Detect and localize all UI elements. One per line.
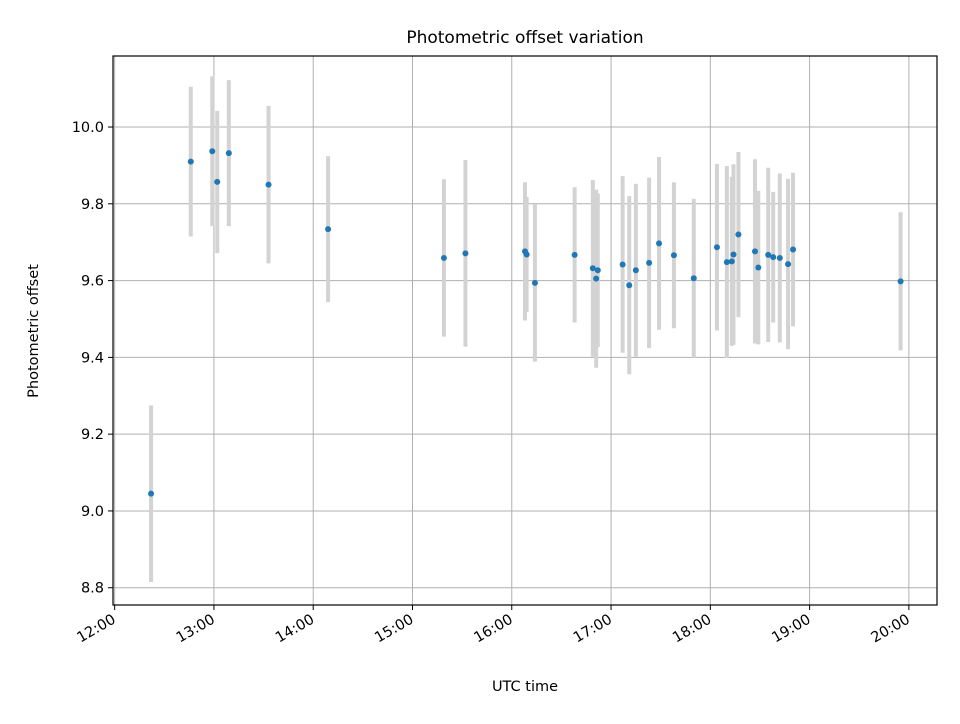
data-point [214,178,221,185]
y-tick-label: 9.6 [81,274,104,290]
y-tick-label: 9.8 [81,197,104,213]
data-point [656,240,663,247]
y-tick-label: 8.8 [81,581,104,597]
data-point [626,282,633,289]
data-point [728,258,735,265]
data-point [619,261,626,268]
y-tick-label: 9.0 [81,504,104,520]
data-point [765,251,772,258]
data-point [897,278,904,285]
data-point [670,252,677,259]
y-tick-label: 9.2 [81,427,104,443]
data-point [690,275,697,282]
data-point [751,248,758,255]
data-point [646,259,653,266]
data-point [730,251,737,258]
data-point [632,267,639,274]
plot-frame [112,55,938,606]
data-point [325,226,332,233]
data-point [785,261,792,268]
chart-title: Photometric offset variation [406,28,643,48]
data-point [523,251,530,258]
data-point [790,246,797,253]
data-point [209,148,216,155]
data-point [755,264,762,271]
data-point [531,279,538,286]
data-point [571,251,578,258]
data-point [225,150,232,157]
data-point [776,254,783,261]
y-axis-label: Photometric offset [26,264,42,398]
data-point [462,250,469,257]
data-points [148,148,904,497]
data-point [148,490,155,497]
data-point [735,231,742,238]
data-point [770,254,777,261]
data-point [440,254,447,261]
x-axis-label: UTC time [492,679,558,695]
data-point [713,244,720,251]
data-point [265,181,272,188]
y-tick-label: 10.0 [72,120,104,136]
data-point [723,259,730,266]
y-tick-label: 9.4 [81,350,104,366]
data-point [593,275,600,282]
data-point [589,265,596,272]
y-axis-ticks: 8.8 9.0 9.2 9.4 9.6 9.8 10.0 [72,120,113,597]
data-point [594,267,601,274]
data-point [187,158,194,165]
